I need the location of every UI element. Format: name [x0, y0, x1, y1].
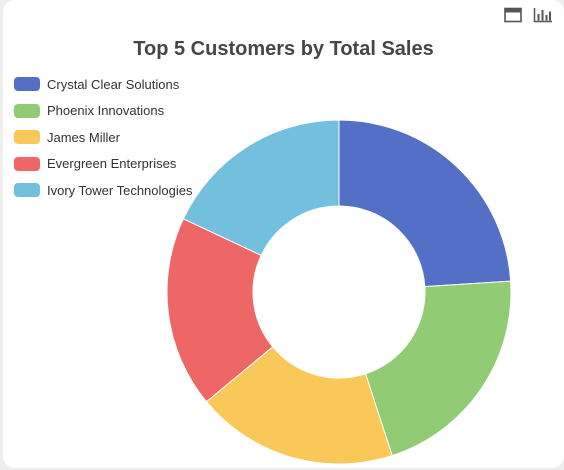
legend-swatch — [14, 130, 40, 145]
data-view-icon[interactable] — [502, 6, 524, 24]
legend-item[interactable]: Crystal Clear Solutions — [14, 71, 193, 98]
legend-swatch — [14, 156, 40, 171]
legend-label: Evergreen Enterprises — [47, 156, 177, 172]
legend-item[interactable]: Phoenix Innovations — [14, 98, 193, 125]
legend-swatch — [14, 183, 40, 198]
legend-label: Ivory Tower Technologies — [47, 182, 193, 198]
bar-chart-icon[interactable] — [532, 6, 554, 24]
legend-label: Phoenix Innovations — [47, 103, 165, 119]
legend-label: James Miller — [47, 129, 120, 145]
donut-slice[interactable] — [364, 280, 512, 457]
donut-slice[interactable] — [338, 119, 512, 288]
legend-swatch — [14, 103, 40, 118]
legend-swatch — [14, 77, 40, 92]
donut-slice[interactable] — [182, 119, 340, 257]
legend-item[interactable]: Evergreen Enterprises — [14, 151, 193, 178]
chart-card: Top 5 Customers by Total Sales Crystal C… — [3, 0, 564, 468]
chart-title: Top 5 Customers by Total Sales — [133, 38, 434, 60]
legend-item[interactable]: James Miller — [14, 124, 193, 151]
chart-legend: Crystal Clear Solutions Phoenix Innovatio… — [14, 71, 193, 204]
chart-toolbar — [502, 6, 554, 24]
donut-slice[interactable] — [205, 346, 393, 465]
legend-label: Crystal Clear Solutions — [47, 76, 180, 92]
legend-item[interactable]: Ivory Tower Technologies — [14, 177, 193, 204]
donut-slice[interactable] — [166, 218, 274, 403]
donut-chart — [166, 119, 512, 465]
